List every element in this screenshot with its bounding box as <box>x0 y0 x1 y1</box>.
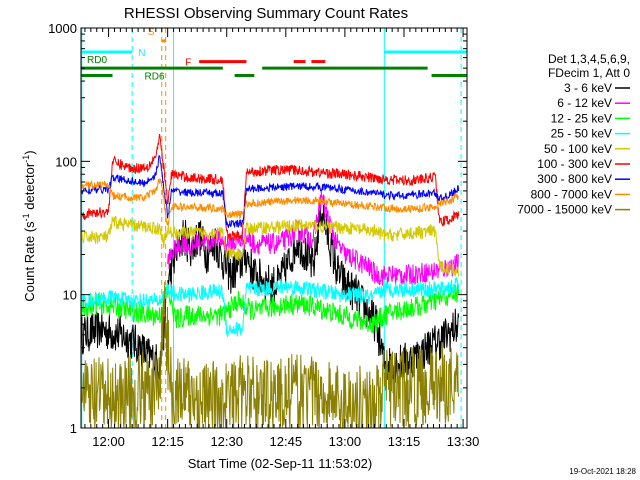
x-tick-label-5: 13:15 <box>388 434 421 449</box>
legend: Det 1,3,4,5,6,9, FDecim 1, Att 0 3 - 6 k… <box>517 52 630 217</box>
y-tick-label-3: 1000 <box>48 21 77 36</box>
x-axis-label: Start Time (02-Sep-11 11:53:02) <box>188 456 373 471</box>
y-tick-label-2: 100 <box>55 154 77 169</box>
flag-label-f: F <box>185 58 191 69</box>
y-axis-label-mid: detector <box>22 162 37 213</box>
y-axis-label-sup1: -1 <box>21 213 31 221</box>
series-line-7 <box>80 178 460 226</box>
legend-label-4: 50 - 100 keV <box>544 142 612 156</box>
legend-header-line-2: FDecim 1, Att 0 <box>548 66 630 80</box>
legend-label-0: 3 - 6 keV <box>564 81 612 95</box>
flag-label-s: S <box>148 27 155 38</box>
chart-title: RHESSI Observing Summary Count Rates <box>124 5 408 22</box>
y-axis-label-sup2: -1 <box>21 155 31 163</box>
legend-header-line-1: Det 1,3,4,5,6,9, <box>548 52 630 66</box>
series-line-4 <box>80 215 460 277</box>
series-line-2 <box>80 282 460 334</box>
plot-area: NS F RD0 RD6 <box>80 27 467 430</box>
legend-label-7: 800 - 7000 keV <box>531 187 612 201</box>
y-axis-label-main: Count Rate (s <box>22 221 37 302</box>
x-tick-label-4: 13:00 <box>329 434 362 449</box>
flag-label-rd6: RD6 <box>145 72 165 83</box>
series-line-3 <box>80 277 460 337</box>
flag-label-rd0: RD0 <box>87 55 107 66</box>
x-tick-label-1: 12:15 <box>151 434 184 449</box>
legend-label-3: 25 - 50 keV <box>551 127 612 141</box>
legend-label-6: 300 - 800 keV <box>537 172 612 186</box>
series-line-6 <box>80 155 460 228</box>
legend-label-2: 12 - 25 keV <box>551 111 612 125</box>
y-tick-label-1: 10 <box>63 288 77 303</box>
series-line-5 <box>80 133 460 242</box>
footer-timestamp: 19-Oct-2021 18:28 <box>569 467 636 476</box>
y-axis-label-end: ) <box>22 150 37 154</box>
x-tick-label-6: 13:30 <box>447 434 480 449</box>
legend-label-8: 7000 - 15000 keV <box>517 203 612 217</box>
legend-label-1: 6 - 12 keV <box>557 96 612 110</box>
x-tick-label-2: 12:30 <box>210 434 243 449</box>
y-tick-label-0: 1 <box>70 421 77 436</box>
legend-label-5: 100 - 300 keV <box>537 157 612 171</box>
axes: 1 10 100 1000 12:00 12:15 12:30 12:45 13:00 13:15… <box>48 21 479 449</box>
flag-label-n: N <box>138 48 145 59</box>
x-tick-label-3: 12:45 <box>270 434 303 449</box>
x-tick-label-0: 12:00 <box>92 434 125 449</box>
y-axis-label: Count Rate (s-1 detector-1) <box>21 150 37 301</box>
